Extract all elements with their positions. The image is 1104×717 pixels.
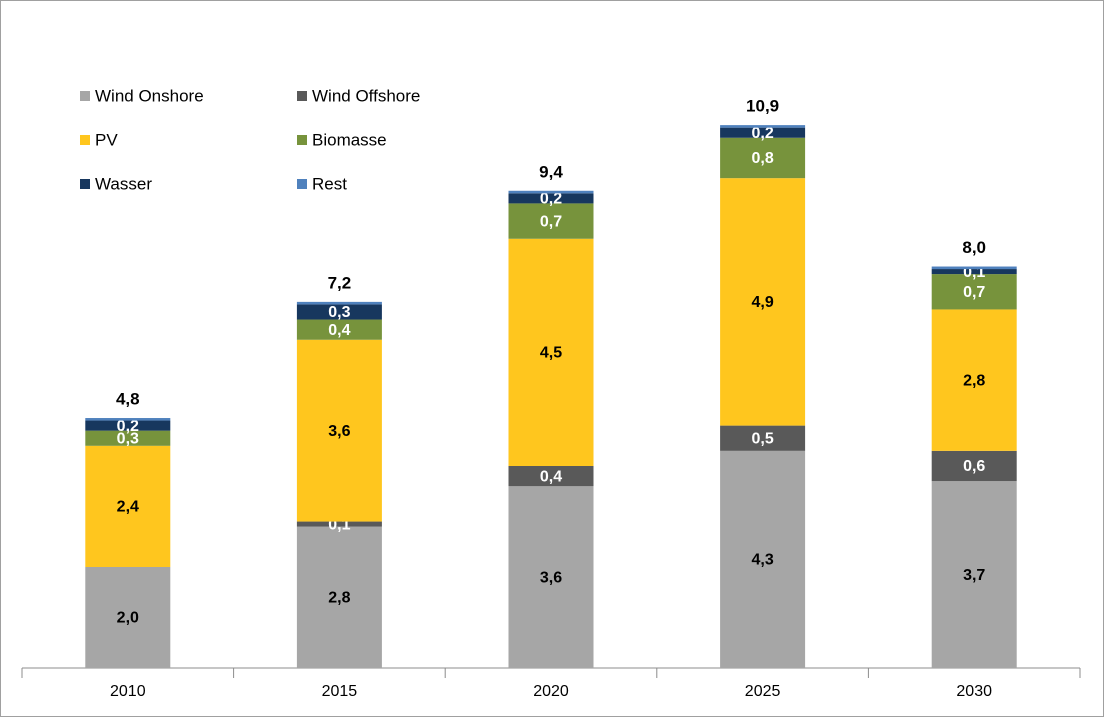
data-label: 0,6	[963, 458, 985, 475]
total-label: 7,2	[328, 273, 352, 292]
bar-segment	[508, 466, 594, 487]
legend-swatch	[297, 135, 307, 145]
data-label: 2,4	[117, 499, 139, 516]
data-label: 0,7	[963, 284, 985, 301]
legend-label: Biomasse	[312, 130, 387, 149]
data-label: 4,9	[751, 294, 773, 311]
data-label: 4,3	[751, 552, 773, 569]
data-label: 0,2	[540, 191, 562, 208]
bar-segment	[931, 266, 1017, 270]
bar-segment	[296, 339, 382, 522]
bar-segment	[720, 137, 806, 179]
data-label: 3,6	[328, 423, 350, 440]
legend-swatch	[80, 135, 90, 145]
x-tick-label: 2020	[533, 683, 569, 700]
bar-segment	[85, 418, 171, 421]
bar-segment	[508, 486, 594, 668]
bar-segment	[931, 450, 1017, 482]
data-label: 0,5	[751, 430, 773, 447]
bar-segment	[720, 450, 806, 668]
bar-segment	[508, 238, 594, 466]
bar-segment	[296, 301, 382, 305]
data-label: 0,8	[751, 150, 773, 167]
data-label: 3,6	[540, 569, 562, 586]
data-label: 0,1	[963, 264, 985, 281]
legend-label: PV	[95, 130, 118, 149]
bar-segment	[85, 445, 171, 567]
legend-label: Rest	[312, 174, 347, 193]
bar-segment	[508, 190, 594, 194]
total-label: 4,8	[116, 390, 140, 409]
x-tick-label: 2015	[322, 683, 358, 700]
data-label: 0,3	[117, 430, 139, 447]
bar-segment	[296, 304, 382, 320]
bar-segment	[931, 269, 1017, 275]
bar-segment	[85, 567, 171, 668]
x-tick-label: 2010	[110, 683, 146, 700]
legend-swatch	[297, 179, 307, 189]
data-label: 2,0	[117, 610, 139, 627]
bar-segment	[931, 481, 1017, 668]
bar-segment	[85, 420, 171, 431]
bar-segment	[508, 193, 594, 204]
data-label: 2,8	[328, 590, 350, 607]
legend-swatch	[80, 91, 90, 101]
total-label: 10,9	[746, 97, 779, 116]
bar-segment	[85, 430, 171, 446]
bar-segment	[296, 521, 382, 527]
bar-segment	[720, 425, 806, 451]
total-label: 8,0	[962, 238, 986, 257]
legend-label: Wind Offshore	[312, 86, 420, 105]
bar-segment	[931, 309, 1017, 451]
total-label: 9,4	[539, 162, 563, 181]
bar-segment	[720, 178, 806, 426]
bar-segment	[296, 319, 382, 340]
data-label: 0,4	[328, 322, 350, 339]
legend-swatch	[80, 179, 90, 189]
data-label: 3,7	[963, 567, 985, 584]
bar-segment	[720, 125, 806, 128]
bar-segment	[931, 274, 1017, 310]
x-tick-label: 2025	[745, 683, 781, 700]
data-label: 0,4	[540, 468, 562, 485]
bar-segment	[296, 526, 382, 668]
data-label: 0,2	[117, 418, 139, 435]
bar-segment	[508, 203, 594, 239]
data-label: 4,5	[540, 345, 562, 362]
bar-segment	[720, 127, 806, 138]
x-tick-label: 2030	[956, 683, 992, 700]
data-label: 0,7	[540, 213, 562, 230]
legend-swatch	[297, 91, 307, 101]
data-label: 2,8	[963, 372, 985, 389]
legend-label: Wasser	[95, 174, 152, 193]
legend-label: Wind Onshore	[95, 86, 204, 105]
data-label: 0,2	[751, 125, 773, 142]
data-label: 0,3	[328, 304, 350, 321]
